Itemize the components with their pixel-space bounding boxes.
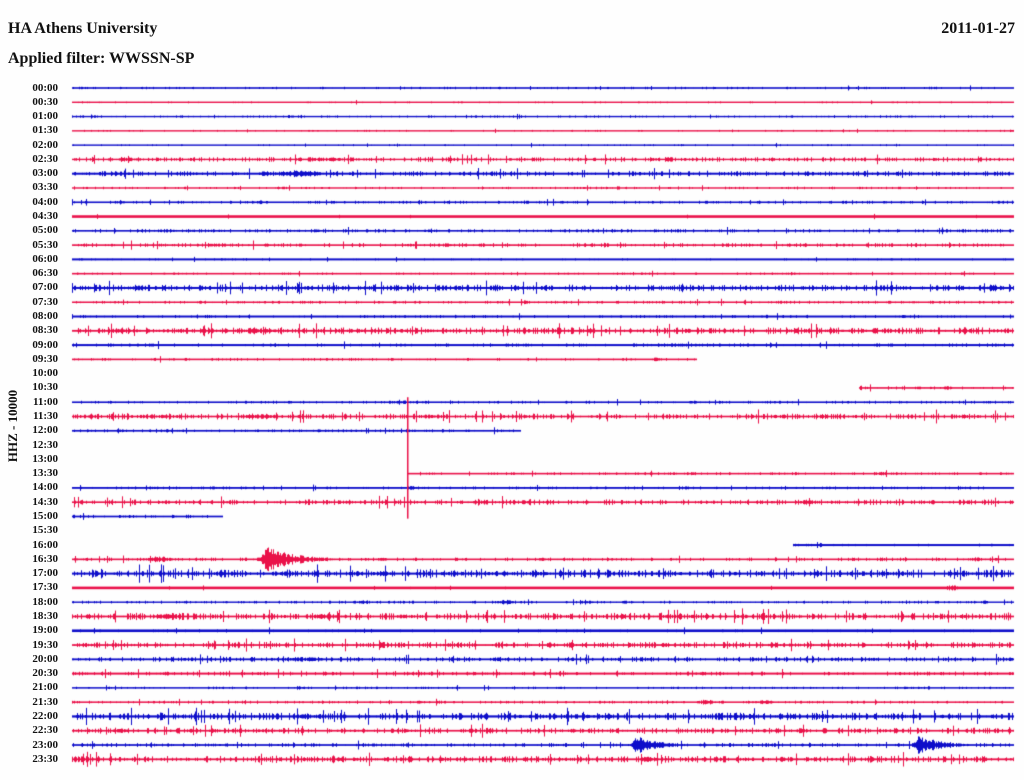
time-label: 23:30 — [32, 752, 58, 765]
time-label: 10:30 — [32, 381, 58, 394]
time-label: 10:00 — [32, 367, 58, 380]
time-label: 19:00 — [32, 624, 58, 637]
station-title: HA Athens University — [8, 20, 158, 37]
time-label: 06:00 — [32, 252, 58, 265]
time-label: 02:30 — [32, 152, 58, 165]
time-label: 14:30 — [32, 495, 58, 508]
time-label: 05:00 — [32, 224, 58, 237]
time-label: 17:00 — [32, 567, 58, 580]
time-label: 00:30 — [32, 95, 58, 108]
time-label: 12:30 — [32, 438, 58, 451]
time-label: 04:00 — [32, 195, 58, 208]
time-label: 01:30 — [32, 124, 58, 137]
time-label: 08:00 — [32, 310, 58, 323]
time-label: 08:30 — [32, 324, 58, 337]
time-label: 04:30 — [32, 210, 58, 223]
applied-filter-label: Applied filter: WWSSN-SP — [8, 50, 195, 67]
date-label: 2011-01-27 — [941, 20, 1015, 37]
time-label: 06:30 — [32, 267, 58, 280]
time-label: 13:30 — [32, 467, 58, 480]
time-label: 15:30 — [32, 524, 58, 537]
time-label: 21:30 — [32, 695, 58, 708]
time-label: 02:00 — [32, 138, 58, 151]
time-label: 19:30 — [32, 638, 58, 651]
time-label: 00:00 — [32, 81, 58, 94]
time-label: 20:00 — [32, 652, 58, 665]
time-label: 17:30 — [32, 581, 58, 594]
time-label: 11:00 — [32, 395, 58, 408]
time-label: 09:30 — [32, 352, 58, 365]
time-label: 07:00 — [32, 281, 58, 294]
time-label: 03:30 — [32, 181, 58, 194]
time-label: 21:00 — [32, 681, 58, 694]
time-label: 16:00 — [32, 538, 58, 551]
time-label: 22:30 — [32, 724, 58, 737]
time-label: 14:00 — [32, 481, 58, 494]
time-label: 01:00 — [32, 110, 58, 123]
time-label: 03:00 — [32, 167, 58, 180]
time-label: 18:00 — [32, 595, 58, 608]
time-label: 05:30 — [32, 238, 58, 251]
time-label: 09:00 — [32, 338, 58, 351]
time-label: 16:30 — [32, 552, 58, 565]
time-label: 18:30 — [32, 609, 58, 622]
time-label: 13:00 — [32, 452, 58, 465]
time-label: 15:00 — [32, 509, 58, 522]
time-label: 07:30 — [32, 295, 58, 308]
time-label: 20:30 — [32, 667, 58, 680]
time-label: 23:00 — [32, 738, 58, 751]
time-label: 11:30 — [32, 410, 58, 422]
time-label: 22:00 — [32, 709, 58, 722]
time-label: 12:00 — [32, 424, 58, 437]
